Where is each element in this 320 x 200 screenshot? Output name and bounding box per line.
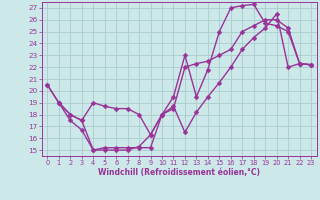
- X-axis label: Windchill (Refroidissement éolien,°C): Windchill (Refroidissement éolien,°C): [98, 168, 260, 177]
